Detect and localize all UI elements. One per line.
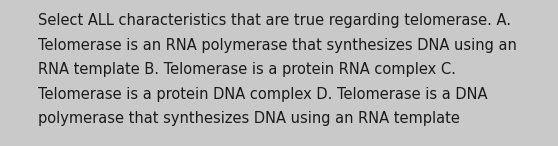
Text: Select ALL characteristics that are true regarding telomerase. A.: Select ALL characteristics that are true… — [38, 13, 511, 28]
Text: RNA template B. Telomerase is a protein RNA complex C.: RNA template B. Telomerase is a protein … — [38, 62, 456, 77]
Text: Telomerase is a protein DNA complex D. Telomerase is a DNA: Telomerase is a protein DNA complex D. T… — [38, 87, 488, 102]
Text: Telomerase is an RNA polymerase that synthesizes DNA using an: Telomerase is an RNA polymerase that syn… — [38, 38, 517, 53]
Text: polymerase that synthesizes DNA using an RNA template: polymerase that synthesizes DNA using an… — [38, 111, 460, 126]
